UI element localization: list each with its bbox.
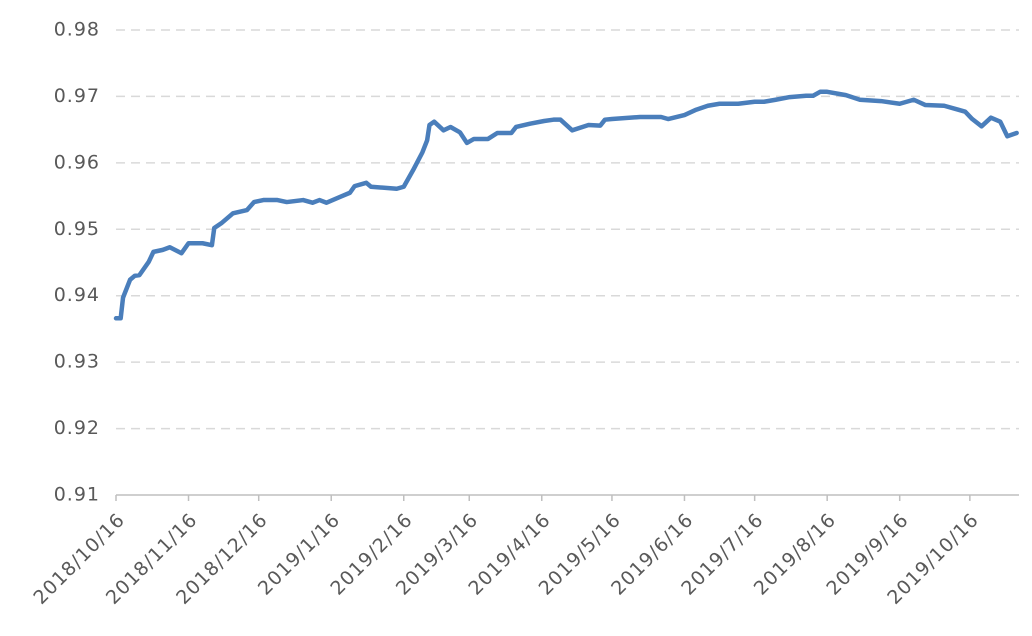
y-tick-label: 0.97: [54, 85, 100, 107]
y-tick-label: 0.95: [54, 218, 100, 240]
data-line: [113, 89, 1019, 321]
y-tick-label: 0.91: [54, 484, 100, 506]
y-tick-label: 0.92: [54, 417, 100, 439]
y-tick-label: 0.93: [54, 351, 100, 373]
y-tick-label: 0.96: [54, 151, 100, 173]
y-tick-label: 0.94: [54, 284, 100, 306]
y-tick-label: 0.98: [54, 19, 100, 41]
